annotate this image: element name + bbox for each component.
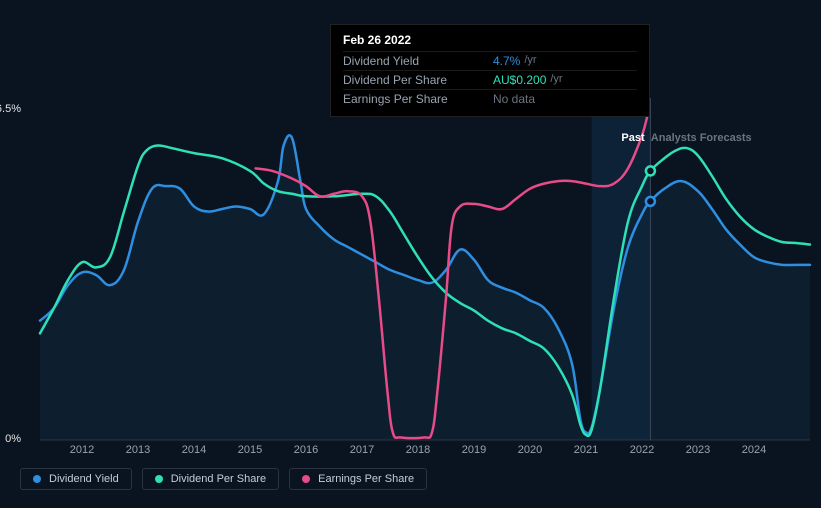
x-axis-label: 2016 — [294, 444, 318, 456]
tooltip-date: Feb 26 2022 — [343, 33, 637, 47]
legend-item[interactable]: Earnings Per Share — [289, 468, 427, 490]
tooltip-key: Dividend Per Share — [343, 73, 493, 87]
tooltip-unit: /yr — [524, 54, 536, 68]
tooltip-row: Dividend Per ShareAU$0.200/yr — [343, 70, 637, 89]
label-past: Past — [621, 132, 644, 144]
legend-color-dot — [155, 475, 163, 483]
x-axis-label: 2022 — [630, 444, 654, 456]
x-axis-label: 2024 — [742, 444, 766, 456]
legend-label: Dividend Yield — [49, 473, 119, 485]
label-forecast: Analysts Forecasts — [651, 132, 752, 144]
x-axis-label: 2015 — [238, 444, 262, 456]
legend-color-dot — [33, 475, 41, 483]
tooltip-unit: /yr — [550, 73, 562, 87]
x-axis-label: 2019 — [462, 444, 486, 456]
x-axis-label: 2013 — [126, 444, 150, 456]
x-axis-label: 2012 — [70, 444, 94, 456]
chart-legend: Dividend Yield Dividend Per Share Earnings… — [20, 468, 427, 490]
legend-item[interactable]: Dividend Per Share — [142, 468, 279, 490]
x-axis-label: 2021 — [574, 444, 598, 456]
tooltip-value: AU$0.200 — [493, 73, 546, 87]
hover-tooltip: Feb 26 2022 Dividend Yield4.7%/yrDividen… — [330, 24, 650, 117]
y-axis-label: 0% — [5, 433, 21, 445]
x-axis-label: 2023 — [686, 444, 710, 456]
x-axis-label: 2017 — [350, 444, 374, 456]
x-axis-label: 2018 — [406, 444, 430, 456]
tooltip-row: Earnings Per ShareNo data — [343, 89, 637, 108]
dividend-chart: 6.5% 0% 2012 2013 2014 2015 2016 2017 2018 2019 2… — [0, 0, 821, 508]
legend-label: Dividend Per Share — [171, 473, 266, 485]
tooltip-row: Dividend Yield4.7% /yr — [343, 51, 637, 70]
y-axis-label: 6.5% — [0, 103, 21, 115]
tooltip-key: Dividend Yield — [343, 54, 493, 68]
x-axis-label: 2014 — [182, 444, 206, 456]
legend-color-dot — [302, 475, 310, 483]
tooltip-value: No data — [493, 92, 535, 106]
tooltip-key: Earnings Per Share — [343, 92, 493, 106]
legend-item[interactable]: Dividend Yield — [20, 468, 132, 490]
legend-label: Earnings Per Share — [318, 473, 414, 485]
x-axis-label: 2020 — [518, 444, 542, 456]
tooltip-value: 4.7% — [493, 54, 520, 68]
